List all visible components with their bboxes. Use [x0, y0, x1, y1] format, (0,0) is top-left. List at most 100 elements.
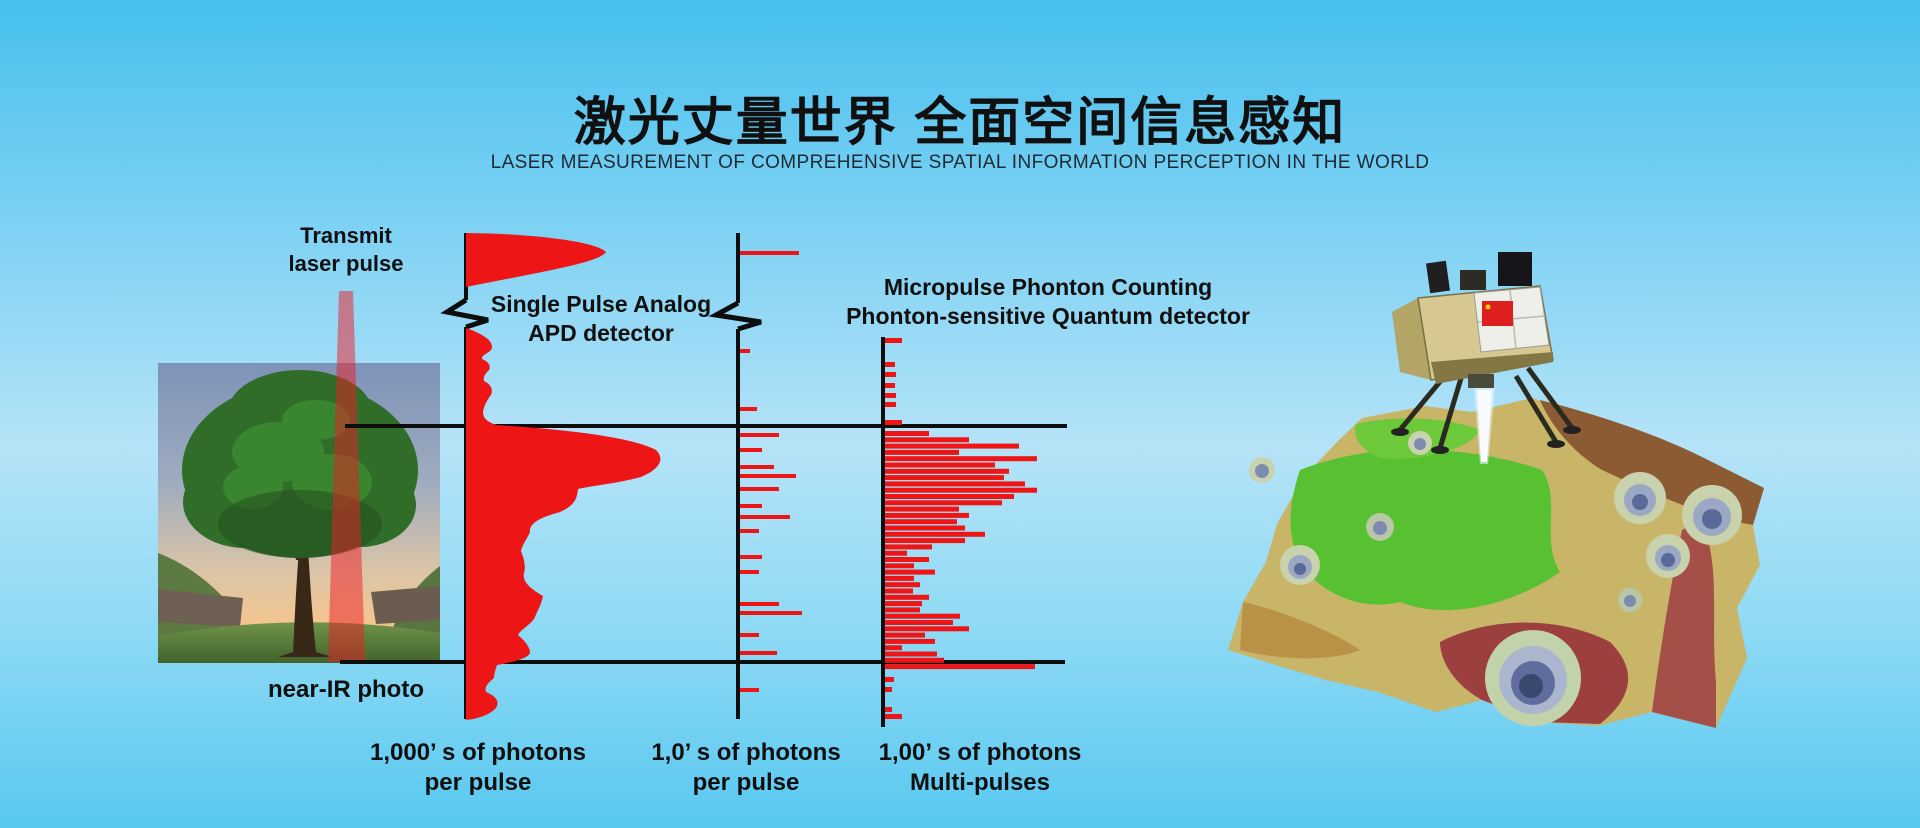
histogram-bar — [885, 402, 896, 407]
photon-tick — [740, 407, 757, 411]
histogram-bar — [885, 588, 913, 594]
photon-tick — [740, 474, 796, 478]
histogram-bar — [885, 431, 929, 436]
photons-per-pulse-label-1: 1,000’ s of photons per pulse — [370, 738, 586, 798]
histogram-bar — [885, 538, 965, 544]
histogram-bar — [885, 393, 896, 398]
photon-tick — [740, 633, 759, 637]
photon-tick — [740, 504, 762, 508]
quantum-detector-line1: Micropulse Phonton Counting — [883, 274, 1213, 300]
analog-detector-label: Single Pulse Analog APD detector — [491, 290, 711, 348]
waveform-layer — [328, 233, 1067, 727]
photon-tick — [740, 515, 790, 519]
histogram-bar — [885, 372, 896, 377]
histogram-bar — [885, 437, 969, 443]
histogram-bar — [885, 519, 957, 525]
histogram-bar — [885, 638, 935, 644]
histogram-bar — [885, 714, 902, 719]
histogram-bar — [885, 506, 959, 512]
photons3-line2: Multi-pulses — [909, 769, 1051, 796]
histogram-bar — [885, 664, 1035, 670]
histogram-bar — [885, 613, 960, 619]
crater-large — [1485, 630, 1581, 726]
histogram-bar — [885, 525, 965, 531]
histogram-bar — [885, 563, 914, 569]
photon-tick — [740, 555, 762, 559]
histogram-bar — [885, 362, 895, 367]
photons-per-pulse-label-2: 1,0’ s of photons per pulse — [651, 738, 840, 798]
histogram-bar — [885, 626, 969, 632]
histogram-bar — [885, 449, 959, 455]
photon-tick — [740, 433, 779, 437]
histogram-bar — [885, 687, 892, 692]
histogram-bar — [885, 550, 907, 556]
histogram-bar — [885, 651, 937, 657]
histogram-bar — [885, 601, 922, 607]
histogram-bar — [885, 557, 929, 562]
histogram-bar — [885, 475, 1004, 481]
analog-return-shape — [466, 328, 661, 720]
quantum-detector-label: Micropulse Phonton Counting Phonton-sens… — [846, 273, 1250, 331]
histogram-bar — [885, 468, 1009, 474]
china-flag — [1482, 301, 1513, 326]
histogram-bar — [885, 575, 914, 581]
photon-tick — [740, 529, 759, 533]
transmit-label-line1: Transmit — [300, 223, 392, 248]
photon-tick — [740, 448, 762, 452]
histogram-bar — [885, 481, 1025, 487]
engine-plume-core — [1477, 390, 1492, 462]
near-ir-photo-label: near-IR photo — [268, 676, 424, 703]
page-subtitle: LASER MEASUREMENT OF COMPREHENSIVE SPATI… — [490, 152, 1430, 173]
analog-detector-line2: APD detector — [528, 319, 674, 346]
histogram-bar — [885, 443, 1019, 449]
transmit-pulse-shape — [466, 233, 606, 287]
photons2-line2: per pulse — [692, 769, 800, 796]
photons1-line2: per pulse — [424, 769, 532, 796]
page-title: 激光丈量世界 全面空间信息感知 — [573, 94, 1347, 152]
histogram-bar — [885, 632, 925, 638]
histogram-bar — [885, 531, 985, 537]
crater-cluster — [1249, 431, 1742, 612]
histogram-bar — [885, 420, 902, 425]
photon-tick — [740, 570, 759, 574]
photons3-line1: 1,00’ s of photons — [878, 739, 1082, 766]
histogram-bar — [885, 462, 995, 468]
histogram-bar — [885, 582, 920, 588]
photons-multi-pulses-label: 1,00’ s of photons Multi-pulses — [879, 738, 1082, 798]
lunar-lander — [1391, 252, 1581, 464]
histogram-bar — [885, 620, 953, 625]
histogram-bar — [885, 494, 1014, 499]
photon-tick — [740, 651, 777, 655]
photons2-line1: 1,0’ s of photons — [651, 739, 841, 766]
analog-detector-line1: Single Pulse Analog — [490, 291, 712, 317]
histogram-bar — [885, 487, 1037, 493]
transmit-laser-pulse-label: Transmit laser pulse — [289, 222, 404, 277]
histogram-bar — [885, 512, 969, 518]
laser-beam — [328, 291, 365, 662]
histogram-bar — [885, 657, 944, 663]
histogram-bar — [885, 383, 895, 388]
histogram-bar — [885, 569, 935, 575]
tree-photo — [158, 363, 440, 663]
histogram-bar — [885, 594, 929, 600]
photon-tick — [740, 251, 799, 255]
photon-tick — [740, 688, 759, 692]
photon-tick — [740, 602, 779, 606]
photon-tick — [740, 611, 802, 615]
histogram-bar — [885, 500, 1002, 506]
histogram-bar — [885, 544, 932, 550]
quantum-detector-line2: Phonton-sensitive Quantum detector — [846, 302, 1250, 329]
histogram-bar — [885, 645, 902, 651]
histogram-bar — [885, 677, 894, 682]
photons1-line1: 1,000’ s of photons — [369, 739, 587, 766]
transmit-label-line2: laser pulse — [288, 250, 404, 276]
photon-tick — [740, 487, 779, 491]
histogram-bar — [885, 456, 1037, 462]
histogram-bar — [885, 707, 892, 712]
axis-break — [708, 300, 762, 332]
photon-tick — [740, 465, 774, 469]
histogram-bar — [885, 338, 902, 343]
terrain-model — [1228, 398, 1764, 728]
